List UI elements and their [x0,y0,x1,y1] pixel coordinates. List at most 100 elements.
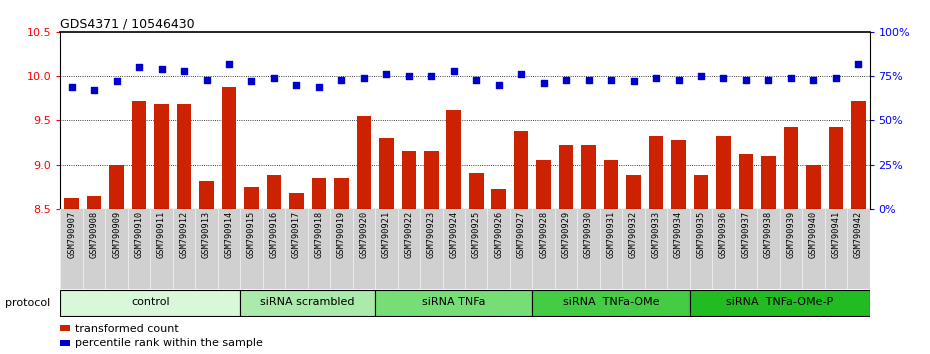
Bar [199,181,214,209]
Text: GSM790929: GSM790929 [562,211,571,258]
Text: GSM790930: GSM790930 [584,211,593,258]
Text: GSM790912: GSM790912 [179,211,189,258]
Point [671,77,686,82]
Text: GSM790933: GSM790933 [652,211,660,258]
Text: GDS4371 / 10546430: GDS4371 / 10546430 [60,18,195,31]
Point [267,75,282,81]
Point [626,79,641,84]
Bar [245,187,259,209]
Bar [154,104,169,209]
Text: GSM790921: GSM790921 [382,211,391,258]
Point [446,68,461,74]
Point [334,77,349,82]
Text: GSM790922: GSM790922 [405,211,413,258]
Bar [379,138,393,209]
Point [64,84,79,90]
Bar [649,136,663,209]
Bar [581,145,596,209]
Text: siRNA  TNFa-OMe-P: siRNA TNFa-OMe-P [726,297,833,308]
Text: GSM790935: GSM790935 [697,211,706,258]
Bar [694,175,709,209]
Text: GSM790931: GSM790931 [606,211,616,258]
Point [132,64,147,70]
Text: transformed count: transformed count [75,324,179,333]
Point [491,82,506,88]
Text: GSM790913: GSM790913 [202,211,211,258]
Point [851,61,866,67]
Text: GSM790907: GSM790907 [67,211,76,258]
FancyBboxPatch shape [375,290,532,316]
Point [177,68,192,74]
FancyBboxPatch shape [240,290,375,316]
FancyBboxPatch shape [60,290,240,316]
Bar [446,110,461,209]
Point [537,80,551,86]
Point [738,77,753,82]
Bar [356,116,371,209]
Text: control: control [131,297,169,308]
Bar [221,87,236,209]
Bar [267,175,281,209]
Text: GSM790939: GSM790939 [787,211,795,258]
Point [469,77,484,82]
Bar [537,160,551,209]
Point [402,73,417,79]
Point [109,79,124,84]
Bar [86,195,101,209]
Text: GSM790919: GSM790919 [337,211,346,258]
Text: GSM790936: GSM790936 [719,211,728,258]
Bar [177,104,192,209]
Bar [514,131,528,209]
Point [154,66,169,72]
Bar [738,154,753,209]
Text: GSM790942: GSM790942 [854,211,863,258]
Point [716,75,731,81]
Text: GSM790940: GSM790940 [809,211,817,258]
Bar [402,152,416,209]
Text: GSM790915: GSM790915 [247,211,256,258]
Text: GSM790917: GSM790917 [292,211,301,258]
Text: GSM790920: GSM790920 [359,211,368,258]
Bar [491,189,506,209]
Bar [289,193,304,209]
Point [829,75,844,81]
Bar [469,173,484,209]
Text: GSM790925: GSM790925 [472,211,481,258]
FancyBboxPatch shape [690,290,870,316]
Text: GSM790916: GSM790916 [270,211,278,258]
Point [289,82,304,88]
Text: GSM790932: GSM790932 [629,211,638,258]
Text: GSM790909: GSM790909 [113,211,121,258]
Point [783,75,798,81]
Point [312,84,326,90]
Text: GSM790924: GSM790924 [449,211,458,258]
Point [648,75,663,81]
Point [513,72,528,77]
Text: GSM790938: GSM790938 [764,211,773,258]
Bar [806,165,820,209]
Bar [626,175,641,209]
Text: GSM790910: GSM790910 [135,211,143,258]
Text: GSM790926: GSM790926 [494,211,503,258]
Point [581,77,596,82]
Point [221,61,236,67]
Point [806,77,821,82]
Bar [64,198,79,209]
Point [356,75,371,81]
FancyArrow shape [16,301,56,305]
Text: GSM790908: GSM790908 [89,211,99,258]
Bar [829,127,844,209]
Text: GSM790914: GSM790914 [224,211,233,258]
Point [424,73,439,79]
Point [761,77,776,82]
Text: GSM790911: GSM790911 [157,211,166,258]
Text: GSM790918: GSM790918 [314,211,324,258]
Point [559,77,574,82]
Bar [671,140,685,209]
Point [199,77,214,82]
Text: GSM790928: GSM790928 [539,211,548,258]
FancyBboxPatch shape [532,290,690,316]
Bar [132,101,146,209]
Point [604,77,618,82]
Text: GSM790937: GSM790937 [741,211,751,258]
